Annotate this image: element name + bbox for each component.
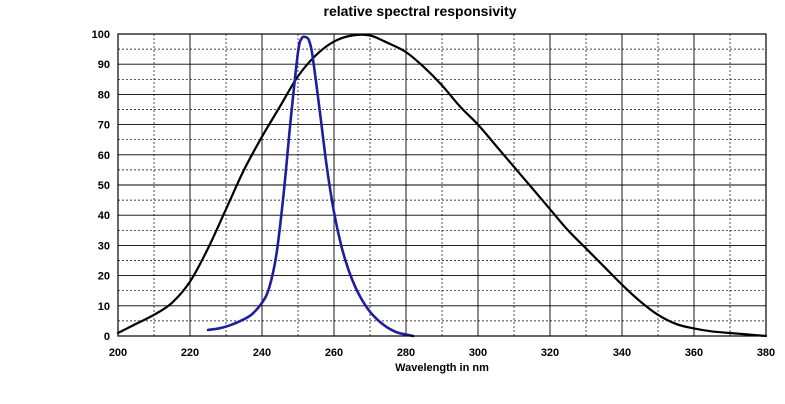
y-tick-label: 10 [98, 301, 110, 313]
x-tick-label: 360 [685, 347, 703, 359]
y-tick-label: 70 [98, 120, 110, 132]
x-tick-label: 220 [181, 347, 199, 359]
x-tick-labels: 200 220 240 260 280 300 320 340 360 380 [109, 347, 775, 359]
grid [118, 34, 766, 336]
x-tick-label: 200 [109, 347, 127, 359]
series-line-broad [116, 33, 768, 338]
x-tick-label: 340 [613, 347, 631, 359]
x-tick-label: 280 [397, 347, 415, 359]
y-tick-label: 20 [98, 271, 110, 283]
y-tick-label: 30 [98, 240, 110, 252]
x-axis-label: Wavelength in nm [395, 362, 489, 374]
y-tick-label: 50 [98, 180, 110, 192]
chart-title: relative spectral responsivity [324, 3, 517, 19]
y-tick-label: 0 [104, 331, 110, 343]
x-tick-label: 320 [541, 347, 559, 359]
plot-frame [117, 33, 767, 337]
x-tick-label: 240 [253, 347, 271, 359]
x-tick-label: 300 [469, 347, 487, 359]
series-line-narrow [206, 35, 415, 338]
y-tick-label: 90 [98, 59, 110, 71]
y-tick-label: 40 [98, 210, 110, 222]
y-tick-label: 60 [98, 150, 110, 162]
y-tick-label: 80 [98, 89, 110, 101]
x-tick-label: 260 [325, 347, 343, 359]
series-group [116, 33, 768, 338]
y-tick-label: 100 [92, 29, 110, 41]
x-tick-label: 380 [757, 347, 775, 359]
y-tick-labels: 0 10 20 30 40 50 60 70 80 90 100 [92, 29, 110, 343]
